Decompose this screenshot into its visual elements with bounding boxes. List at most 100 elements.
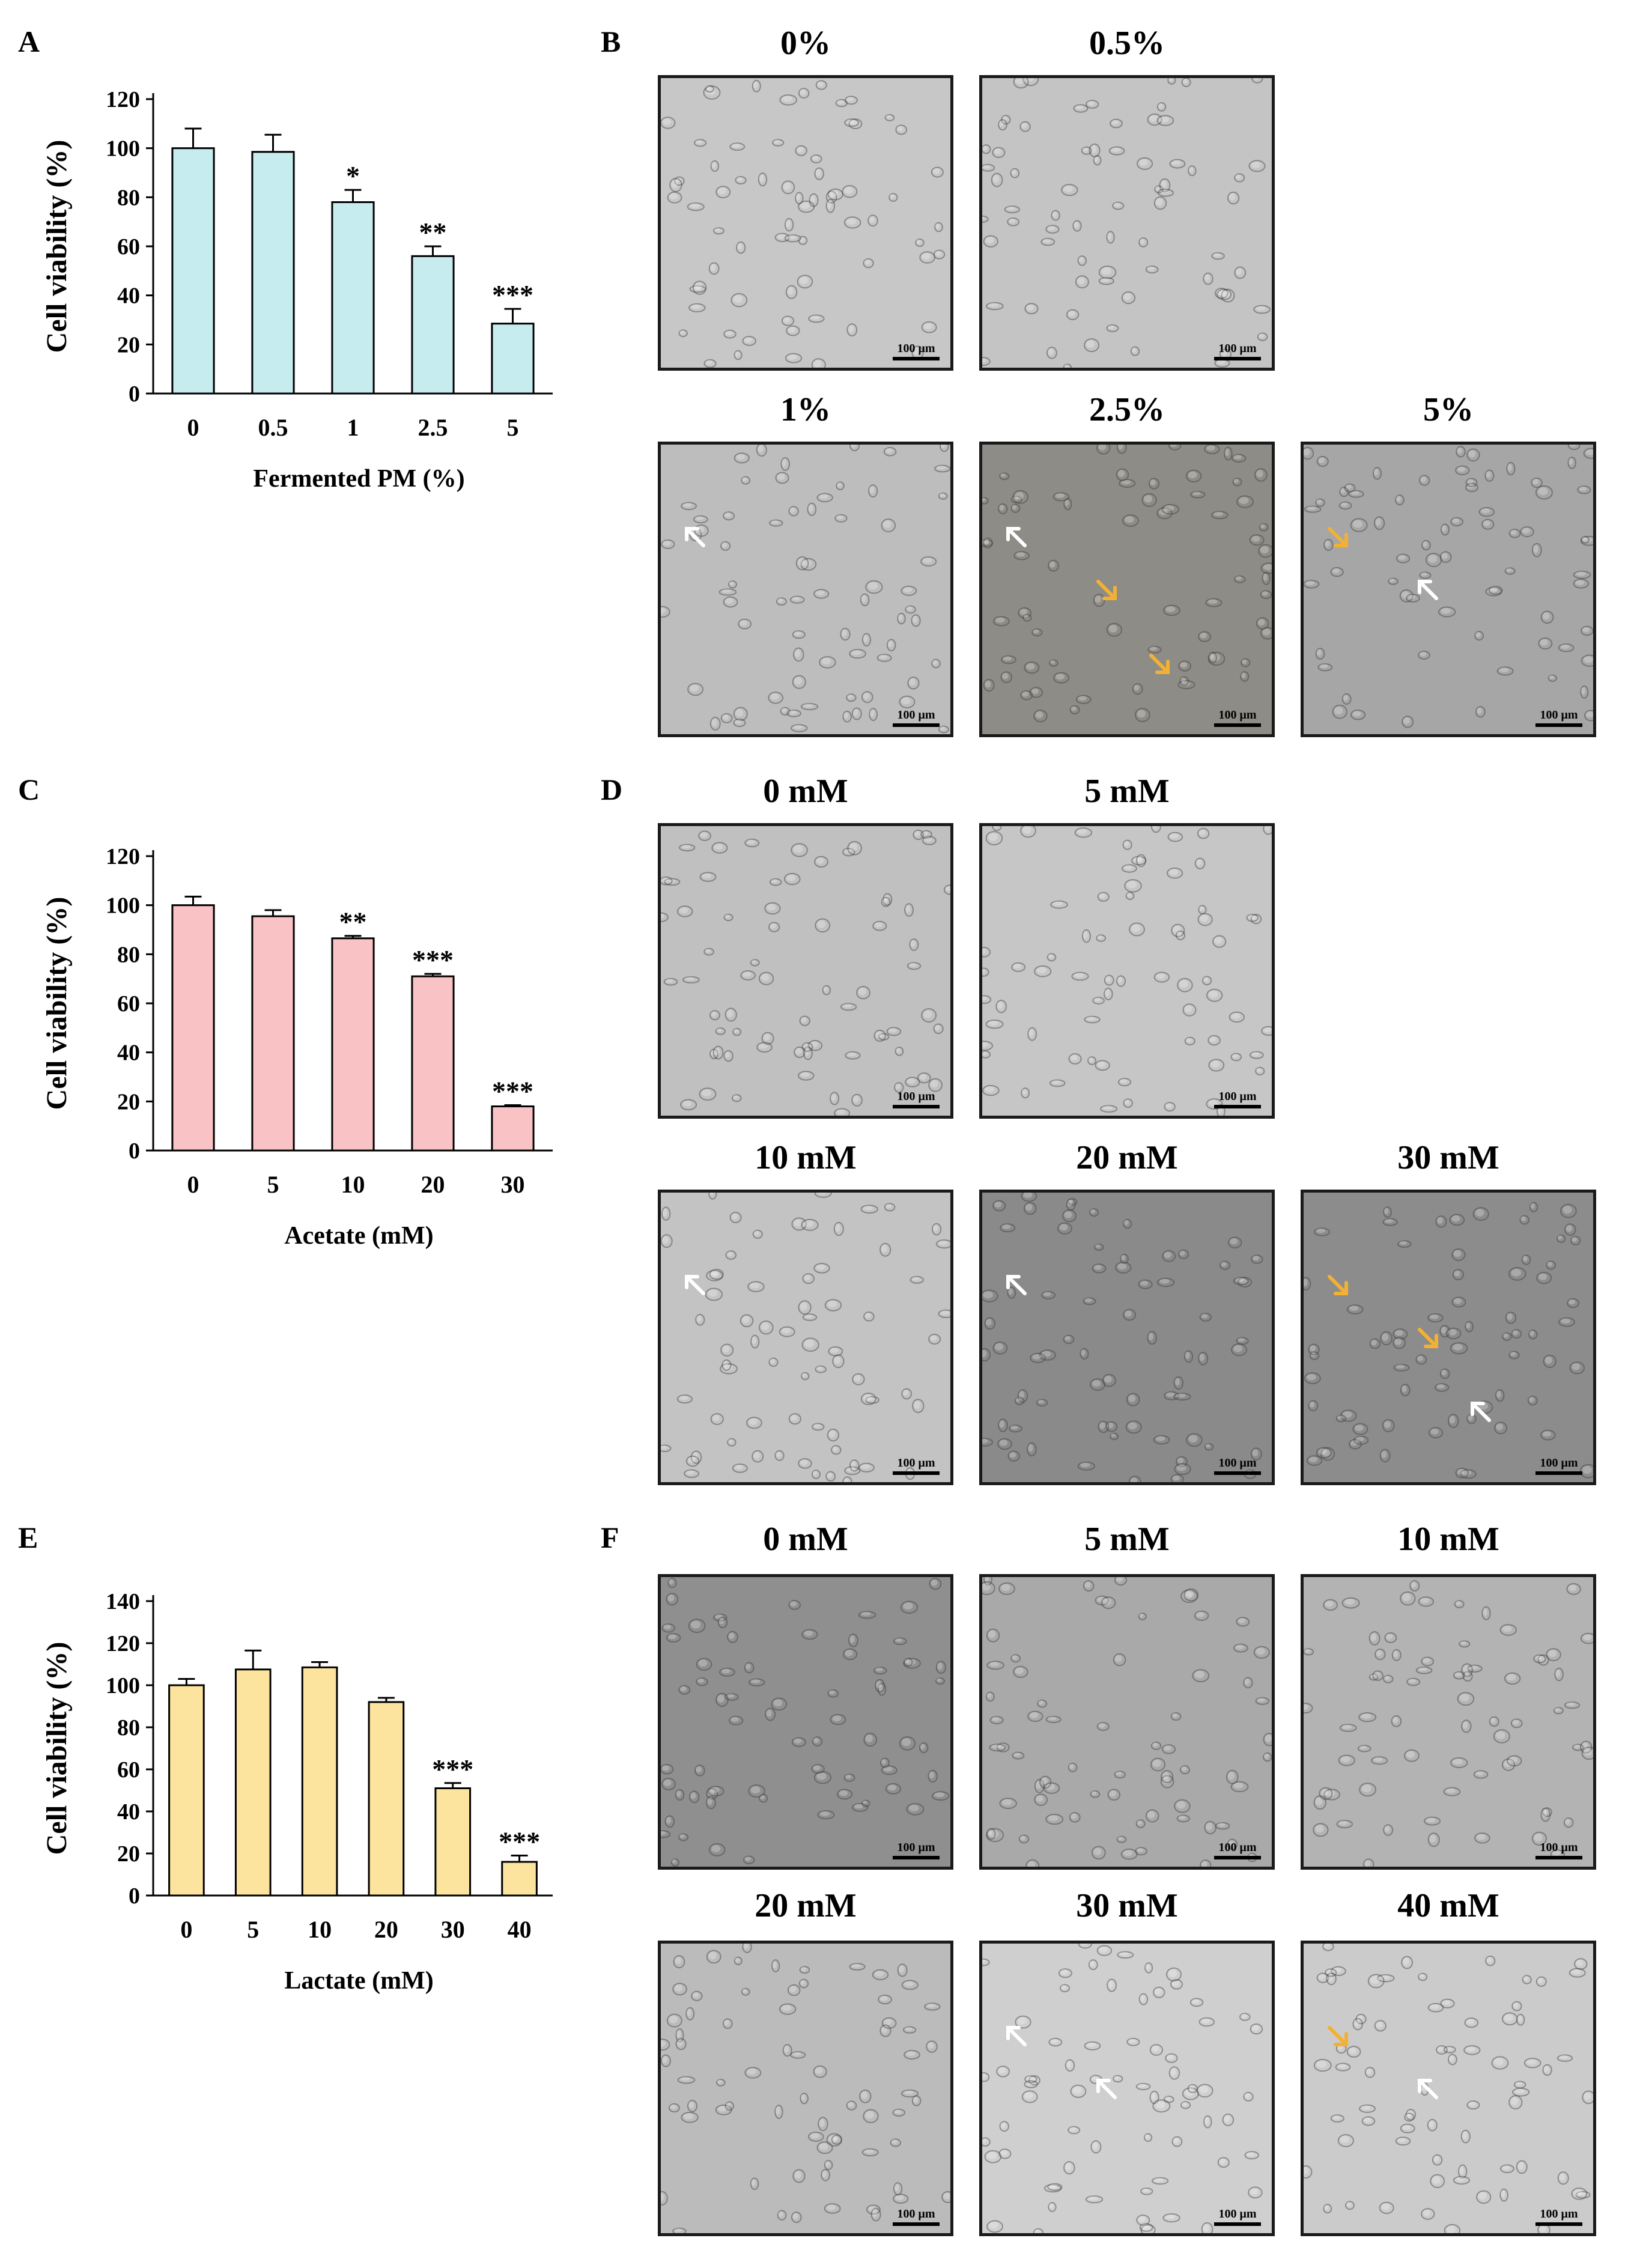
scale-bar: 100 μm <box>1214 342 1261 360</box>
micrograph-image: 100 μm <box>658 1574 953 1870</box>
x-tick-label: 10 <box>341 1171 365 1198</box>
scale-bar-label: 100 μm <box>897 708 935 722</box>
bar <box>331 201 375 395</box>
bar <box>491 1105 535 1152</box>
scale-bar-line <box>1214 1105 1261 1108</box>
scale-bar-line <box>893 723 940 727</box>
y-axis-label: Cell viability (%) <box>41 897 73 1110</box>
yellow-arrow-icon <box>1325 2023 1351 2049</box>
x-tick-label: 5 <box>267 1171 279 1198</box>
significance-label: ** <box>419 217 447 248</box>
scale-bar-line <box>893 357 940 360</box>
significance-label: *** <box>492 279 533 310</box>
scale-bar-line <box>1535 1471 1582 1475</box>
micrograph-title: 10 mM <box>755 1139 857 1176</box>
y-tick-label: 100 <box>106 136 140 162</box>
scale-bar-label: 100 μm <box>1218 1090 1257 1103</box>
x-tick-label: 0 <box>187 414 199 441</box>
scale-bar-line <box>893 1105 940 1108</box>
x-axis-label: Acetate (mM) <box>284 1222 433 1250</box>
yellow-arrow-icon <box>1146 651 1173 677</box>
micrograph-image: 100 μm <box>658 1190 953 1485</box>
bar <box>251 915 295 1152</box>
micrograph-image: 100 μm <box>658 1941 953 2236</box>
scale-bar-label: 100 μm <box>1218 1456 1257 1470</box>
y-tick-label: 40 <box>117 284 140 309</box>
significance-label: *** <box>412 944 454 975</box>
bar <box>171 147 215 395</box>
x-tick-label: 30 <box>441 1916 465 1943</box>
x-tick-label: 5 <box>247 1916 259 1943</box>
scale-bar-label: 100 μm <box>897 1456 935 1470</box>
y-tick-label: 100 <box>106 893 140 919</box>
y-tick-label: 40 <box>117 1799 140 1825</box>
white-arrow-icon <box>682 524 708 550</box>
y-tick-label: 0 <box>129 382 140 407</box>
micrograph-image: 100 μm <box>658 75 953 371</box>
micrograph-title: 5 mM <box>1084 773 1170 810</box>
y-tick-label: 60 <box>117 1757 140 1783</box>
scale-bar-line <box>1214 1471 1261 1475</box>
y-axis-label: Cell viability (%) <box>41 140 73 353</box>
scale-bar: 100 μm <box>1214 708 1261 727</box>
y-tick-label: 60 <box>117 234 140 260</box>
panel-label-c: C <box>18 773 40 806</box>
bar-chart-acetate: 0 20 40 60 80 100 120 0 5 ** 10 *** 20 *** 30 Acetate (… <box>41 844 553 1250</box>
significance-label: * <box>346 160 360 191</box>
micrograph-image: 100 μm <box>1301 1574 1596 1870</box>
scale-bar-label: 100 μm <box>1540 708 1578 722</box>
y-tick-label: 20 <box>117 332 140 357</box>
scale-bar: 100 μm <box>1214 1841 1261 1859</box>
bar <box>168 1684 205 1897</box>
x-tick-label: 20 <box>421 1171 445 1198</box>
panel-label-b: B <box>601 25 621 58</box>
x-axis-label: Lactate (mM) <box>284 1967 433 1995</box>
scale-bar: 100 μm <box>1214 1456 1261 1475</box>
white-arrow-icon <box>1415 577 1441 603</box>
scale-bar: 100 μm <box>1535 2207 1582 2226</box>
micrograph-title: 0.5% <box>1089 25 1165 62</box>
micrograph-image: 100 μm <box>979 1574 1275 1870</box>
bar <box>368 1701 405 1897</box>
scale-bar-label: 100 μm <box>1218 1841 1257 1854</box>
y-tick-label: 140 <box>106 1589 140 1614</box>
micrograph-title: 10 mM <box>1397 1521 1499 1558</box>
micrograph-title: 5 mM <box>1084 1521 1170 1558</box>
scale-bar-label: 100 μm <box>897 342 935 355</box>
x-tick-label: 40 <box>508 1916 532 1943</box>
panel-label-e: E <box>18 1521 38 1554</box>
panel-label-f: F <box>601 1521 619 1554</box>
white-arrow-icon <box>682 1272 708 1298</box>
y-tick-label: 80 <box>117 1715 140 1741</box>
scale-bar-label: 100 μm <box>1540 1841 1578 1854</box>
micrograph-image: 100 μm <box>979 75 1275 371</box>
micrograph-title: 30 mM <box>1397 1139 1499 1176</box>
y-tick-label: 20 <box>117 1089 140 1114</box>
scale-bar-line <box>893 1471 940 1475</box>
scale-bar-line <box>1214 357 1261 360</box>
y-tick-label: 120 <box>106 87 140 112</box>
y-tick-label: 80 <box>117 185 140 210</box>
scale-bar-line <box>1214 2222 1261 2226</box>
micrograph-title: 1% <box>780 391 831 428</box>
significance-label: *** <box>492 1075 533 1106</box>
significance-label: *** <box>499 1826 540 1857</box>
scale-bar-label: 100 μm <box>1218 2207 1257 2221</box>
micrograph-title: 0 mM <box>763 1521 848 1558</box>
x-tick-label: 20 <box>374 1916 398 1943</box>
scale-bar-line <box>1535 723 1582 727</box>
bar <box>411 975 455 1152</box>
scale-bar-label: 100 μm <box>897 2207 935 2221</box>
white-arrow-icon <box>1093 2076 1120 2102</box>
x-axis-label: Fermented PM (%) <box>253 465 464 493</box>
yellow-arrow-icon <box>1415 1325 1441 1351</box>
scale-bar: 100 μm <box>893 708 940 727</box>
scale-bar: 100 μm <box>893 2207 940 2226</box>
y-tick-label: 120 <box>106 1631 140 1656</box>
scale-bar: 100 μm <box>1214 1090 1261 1108</box>
scale-bar-line <box>1214 1856 1261 1859</box>
y-tick-label: 20 <box>117 1841 140 1867</box>
white-arrow-icon <box>1003 1272 1030 1298</box>
y-tick-label: 120 <box>106 844 140 869</box>
yellow-arrow-icon <box>1325 1272 1351 1298</box>
